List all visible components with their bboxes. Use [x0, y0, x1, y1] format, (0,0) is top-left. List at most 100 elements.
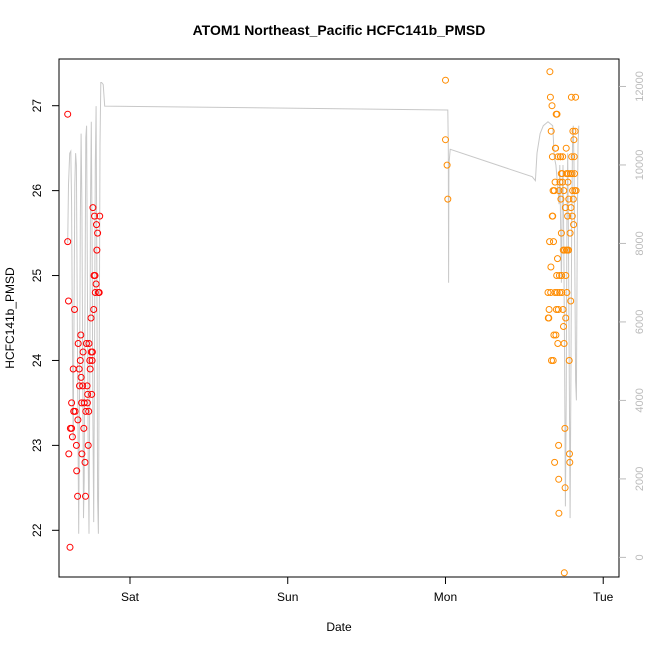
- data-point: [547, 127, 555, 135]
- data-point: [65, 297, 72, 305]
- y2-tick-label: 2000: [634, 467, 646, 491]
- data-point: [559, 306, 567, 313]
- data-point: [64, 110, 72, 118]
- y-axis-label: HCFC141b_PMSD: [3, 267, 17, 369]
- y2-tick-label: 10000: [634, 150, 646, 181]
- data-point: [563, 289, 571, 296]
- data-point: [84, 390, 92, 398]
- data-point: [80, 399, 88, 407]
- data-point: [568, 170, 576, 178]
- data-point: [569, 195, 577, 203]
- data-point: [88, 357, 96, 364]
- data-point: [555, 441, 563, 449]
- data-point: [80, 424, 88, 432]
- data-point: [68, 424, 76, 432]
- data-point: [551, 458, 559, 466]
- y2-tick-label: 4000: [634, 388, 646, 412]
- data-point: [552, 306, 560, 313]
- data-point: [91, 212, 98, 220]
- data-point: [545, 306, 553, 313]
- data-point: [572, 93, 580, 101]
- y2-tick-label: 0: [634, 554, 646, 560]
- data-point: [86, 365, 94, 373]
- data-point: [86, 357, 94, 364]
- data-point: [555, 187, 563, 195]
- data-point: [551, 178, 559, 186]
- y-tick-label: 24: [30, 353, 44, 367]
- data-point: [546, 93, 554, 101]
- data-point: [560, 323, 567, 330]
- x-axis: Sat Sun Mon Tue: [121, 577, 614, 604]
- data-point: [77, 331, 85, 339]
- y-tick-label: 23: [30, 438, 44, 452]
- y-tick-label: 27: [30, 99, 44, 113]
- y2-tick-label: 8000: [634, 231, 646, 255]
- data-point: [554, 340, 562, 347]
- data-point: [87, 314, 95, 322]
- data-point: [567, 204, 575, 212]
- data-point: [558, 289, 566, 296]
- data-point: [65, 450, 73, 458]
- data-point: [93, 221, 100, 229]
- data-point: [546, 238, 554, 246]
- data-point: [562, 272, 570, 279]
- data-point: [94, 229, 102, 237]
- data-point: [96, 212, 104, 220]
- data-point: [84, 441, 92, 449]
- data-point: [89, 204, 97, 212]
- data-point: [566, 458, 574, 466]
- data-point: [444, 195, 452, 203]
- data-point: [559, 153, 567, 161]
- data-point: [558, 272, 566, 279]
- data-point: [567, 297, 575, 305]
- data-point: [570, 221, 578, 229]
- data-point: [555, 509, 563, 517]
- data-point: [554, 255, 561, 263]
- y-tick-label: 26: [30, 184, 44, 198]
- y2-tick-label: 12000: [634, 71, 646, 102]
- data-point: [561, 424, 569, 432]
- data-point: [92, 280, 100, 288]
- data-point: [79, 382, 87, 390]
- data-point: [553, 272, 561, 279]
- altitude-line: [67, 82, 580, 534]
- data-point: [68, 399, 76, 407]
- data-point: [572, 187, 580, 195]
- data-point: [560, 569, 568, 577]
- data-point: [570, 153, 578, 161]
- data-point: [548, 102, 556, 110]
- y2-tick-label: 6000: [634, 310, 646, 334]
- data-point: [569, 187, 577, 195]
- data-point: [568, 212, 576, 220]
- data-point: [554, 153, 562, 161]
- data-point: [91, 272, 99, 279]
- data-point: [560, 340, 568, 347]
- data-point: [76, 357, 84, 364]
- data-point: [71, 306, 78, 313]
- data-point: [82, 340, 90, 347]
- data-point: [442, 136, 449, 144]
- data-point: [82, 407, 90, 415]
- data-point: [77, 373, 85, 381]
- data-point: [545, 314, 553, 322]
- data-point: [564, 178, 572, 186]
- data-point: [546, 68, 554, 76]
- data-point: [549, 357, 557, 364]
- data-point: [442, 76, 449, 84]
- data-point: [565, 195, 573, 203]
- y-tick-label: 22: [30, 523, 44, 537]
- data-point: [73, 467, 81, 475]
- data-point: [64, 238, 72, 246]
- data-point: [554, 306, 562, 313]
- data-point: [562, 144, 570, 152]
- data-point: [85, 407, 93, 415]
- data-point: [76, 382, 83, 390]
- data-point: [79, 348, 87, 356]
- data-points: [64, 68, 580, 577]
- data-point: [562, 314, 570, 322]
- data-point: [82, 492, 89, 500]
- data-point: [551, 289, 559, 296]
- data-point: [83, 399, 91, 407]
- data-point: [72, 441, 80, 449]
